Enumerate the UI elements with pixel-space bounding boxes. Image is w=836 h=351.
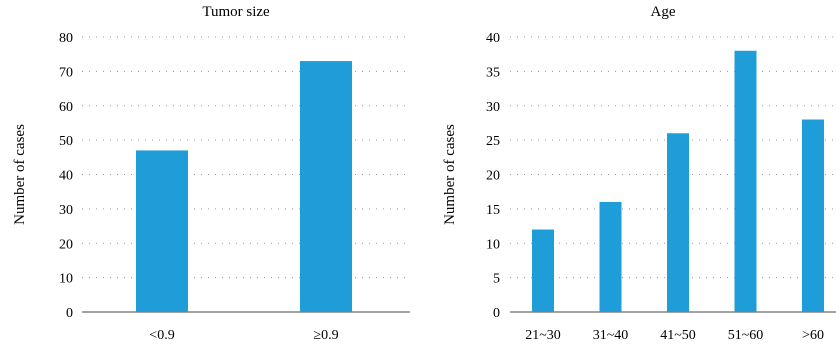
y-tick-label: 0 [493,306,500,321]
y-axis-label: Number of cases [442,124,458,225]
y-tick-label: 25 [486,134,500,149]
x-tick-label: 21~30 [525,328,561,343]
age-chart: 0 5 10 15 20 25 30 35 40 21~30 31~40 41~50 51~60 >60 A… [442,4,836,343]
bar-<0.9 [136,150,188,312]
bar-51~60 [734,50,757,312]
y-tick-label: 20 [486,169,500,184]
y-tick-label: 35 [486,65,500,80]
y-tick-label: 80 [59,31,73,46]
bar-21~30 [532,229,554,312]
x-tick-label: ≥0.9 [313,328,338,343]
y-tick-label: 5 [493,272,500,287]
y-tick-label: 70 [59,65,73,80]
bar-31~40 [599,202,622,312]
tumor-size-chart: 0 10 20 30 40 50 60 70 80 <0.9 ≥0.9 Tumor size Numbe… [12,4,410,343]
x-tick-label: 51~60 [728,328,764,343]
x-tick-label: >60 [802,328,824,343]
bar-41~50 [667,133,689,312]
y-tick-label: 30 [486,100,500,115]
y-tick-label: 10 [59,272,73,287]
y-tick-label: 20 [59,237,73,252]
bar-≥0.9 [300,61,352,312]
y-tick-label: 50 [59,134,73,149]
x-tick-label: 31~40 [593,328,629,343]
y-axis-label: Number of cases [12,124,28,225]
y-tick-label: 60 [59,100,73,115]
x-tick-label: 41~50 [660,328,696,343]
bar->60 [802,119,824,312]
y-tick-label: 0 [66,306,73,321]
y-tick-label: 40 [486,31,500,46]
y-tick-label: 10 [486,237,500,252]
chart-title: Tumor size [202,4,270,20]
y-tick-label: 15 [486,203,500,218]
y-tick-label: 30 [59,203,73,218]
y-tick-label: 40 [59,169,73,184]
chart-title: Age [651,4,676,20]
x-tick-label: <0.9 [149,328,174,343]
